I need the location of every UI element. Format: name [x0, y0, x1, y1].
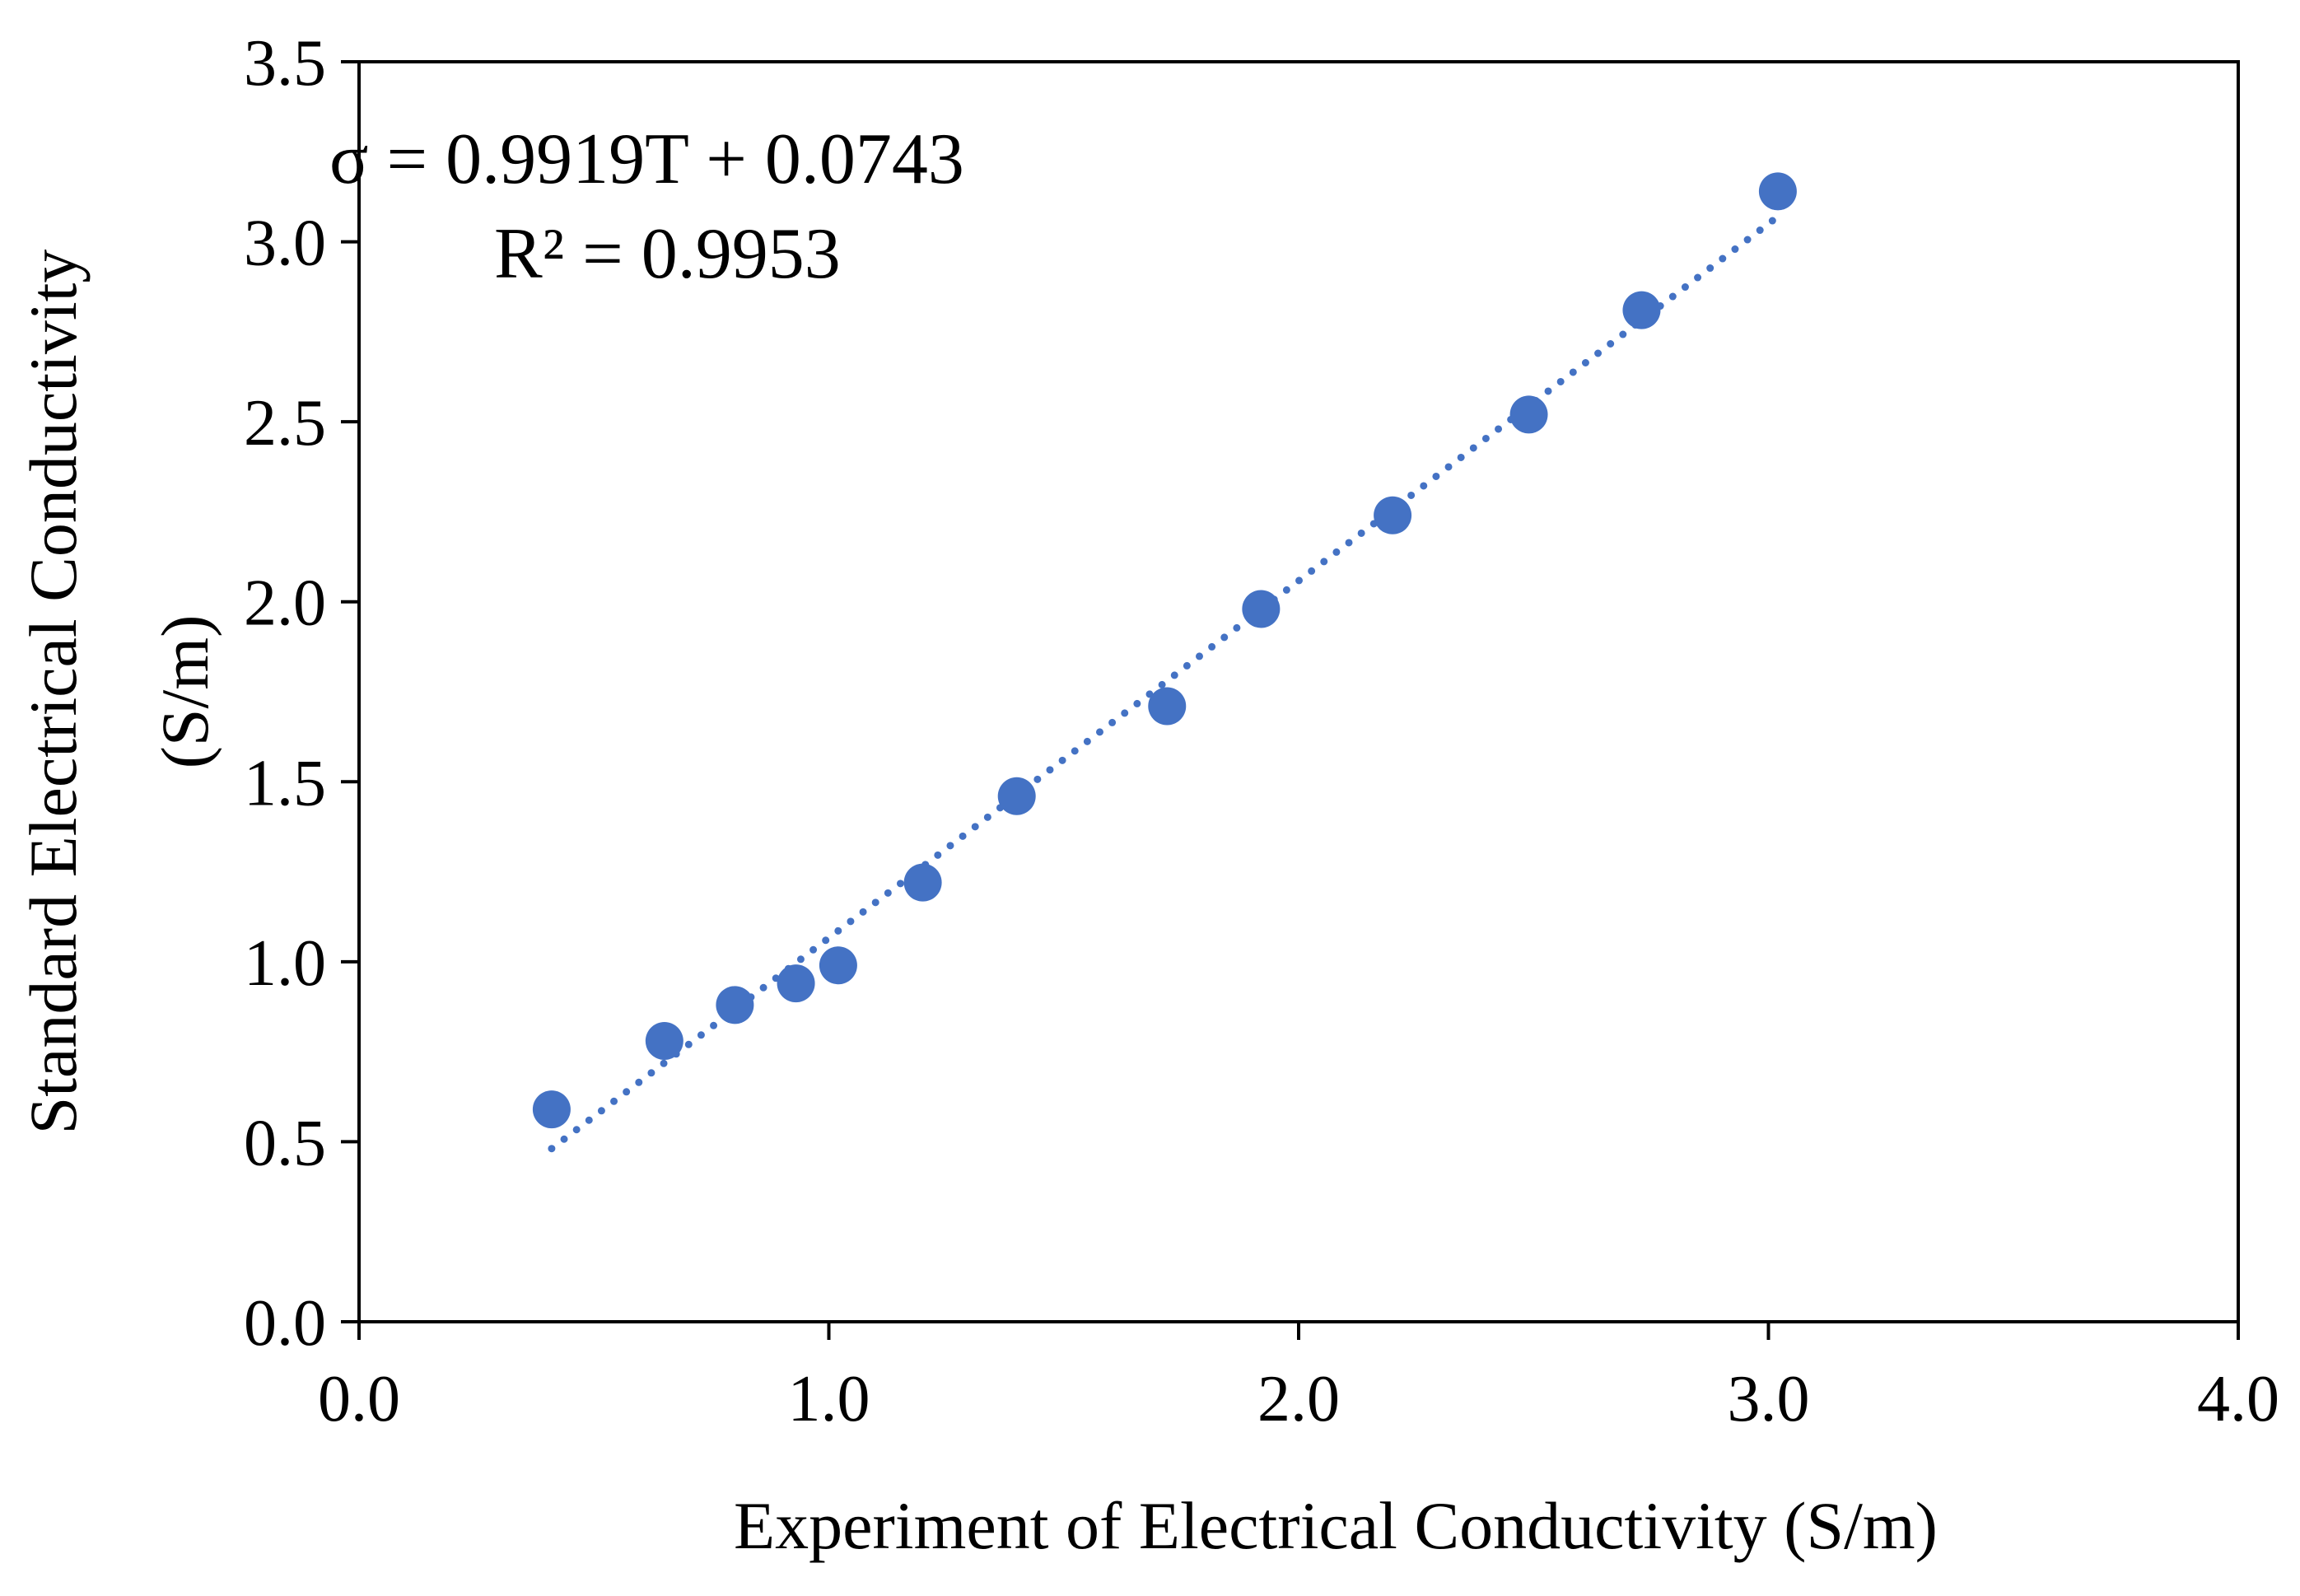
y-tick-label: 2.0: [244, 567, 326, 640]
y-tick-label: 1.0: [244, 927, 326, 1000]
y-tick-label: 0.5: [244, 1107, 326, 1179]
x-tick-label: 4.0: [2197, 1363, 2279, 1435]
data-point: [1148, 687, 1187, 726]
x-tick-label: 1.0: [788, 1363, 870, 1435]
y-axis-ticks: 0.0 0.5 1.0 1.5 2.0 2.5 3.0 3.5: [244, 27, 359, 1360]
data-point: [1374, 496, 1412, 534]
data-point: [903, 863, 942, 902]
x-tick-label: 2.0: [1257, 1363, 1340, 1435]
x-tick-label: 3.0: [1728, 1363, 1810, 1435]
r-squared-label: R² = 0.9953: [494, 214, 841, 294]
data-point: [777, 964, 815, 1003]
trendline-layer: [548, 212, 1782, 1153]
data-point: [645, 1022, 683, 1061]
data-point: [716, 986, 754, 1024]
x-tick-label: 0.0: [318, 1363, 400, 1435]
y-tick-label: 2.5: [244, 387, 326, 460]
trendline: [548, 212, 1782, 1153]
y-tick-label: 0.0: [244, 1287, 326, 1360]
y-tick-label: 3.5: [244, 27, 326, 100]
data-points-layer: [532, 172, 1797, 1129]
x-axis-ticks: 0.0 1.0 2.0 3.0 4.0: [318, 1322, 2279, 1435]
data-point: [1509, 395, 1548, 434]
y-tick-label: 1.5: [244, 747, 326, 819]
data-point: [1758, 172, 1797, 211]
data-point: [1242, 590, 1281, 628]
data-point: [997, 777, 1036, 815]
y-axis-title-line1: Standard Electrical Conductivity: [16, 250, 91, 1135]
trendline-equation: σ = 0.9919T + 0.0743: [329, 119, 964, 199]
data-point: [532, 1090, 571, 1129]
y-tick-label: 3.0: [244, 208, 326, 280]
x-axis-title: Experiment of Electrical Conductivity (S…: [734, 1488, 1938, 1563]
data-point: [1622, 291, 1661, 329]
y-axis-title-line2: (S/m): [147, 615, 222, 769]
data-point: [819, 946, 857, 985]
